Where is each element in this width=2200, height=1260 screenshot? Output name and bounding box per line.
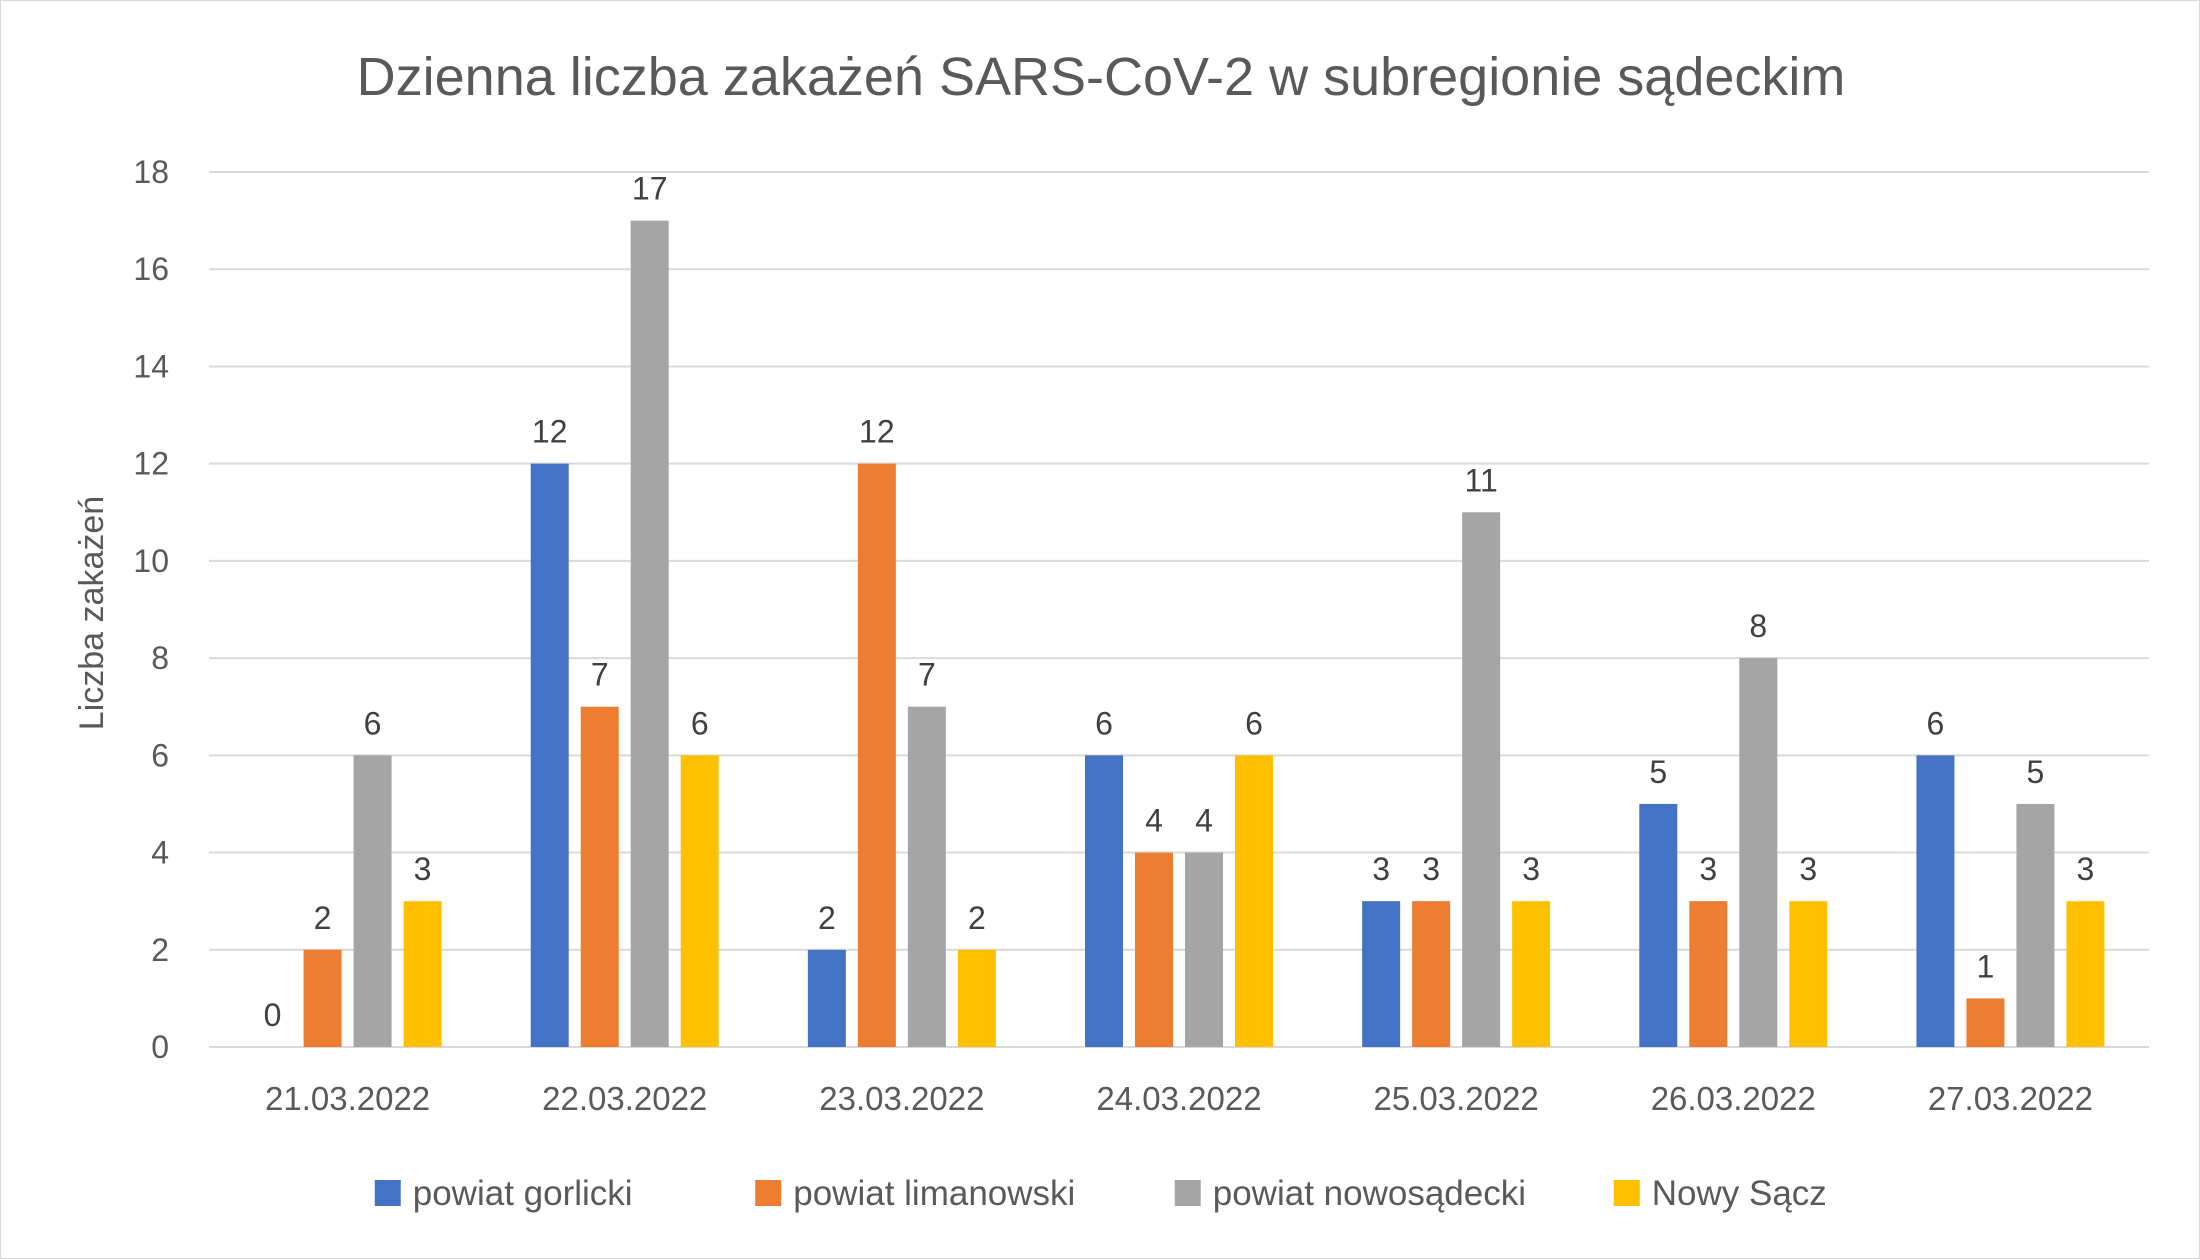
- legend-swatch: [1174, 1180, 1201, 1206]
- bar: [907, 706, 946, 1047]
- bar: [1916, 755, 1955, 1047]
- x-tick-label: 24.03.2022: [1096, 1080, 1261, 1117]
- legend-label: powiat nowosądecki: [1213, 1174, 1526, 1213]
- y-tick-label: 8: [151, 640, 169, 676]
- bar: [1135, 852, 1173, 1047]
- bar: [303, 949, 342, 1047]
- y-tick-label: 2: [151, 932, 169, 968]
- chart-title: Dzienna liczba zakażeń SARS-CoV-2 w subr…: [357, 47, 1846, 107]
- bar: [630, 220, 669, 1048]
- bar: [807, 949, 846, 1047]
- gridlines: [209, 171, 2149, 1048]
- bar: [1235, 755, 1273, 1047]
- bar: [1362, 901, 1401, 1047]
- y-tick-label: 10: [133, 543, 169, 579]
- legend-label: powiat gorlicki: [413, 1174, 633, 1213]
- bar: [1185, 852, 1223, 1047]
- bar: [1639, 803, 1678, 1047]
- x-axis-categories: 21.03.2022 22.03.2022 23.03.2022 24.03.2022…: [265, 1080, 2093, 1117]
- y-tick-label: 0: [151, 1029, 169, 1065]
- data-label: 3: [1699, 851, 1717, 887]
- bar: [1739, 658, 1778, 1047]
- data-label: 3: [1522, 851, 1540, 887]
- data-label: 2: [818, 900, 836, 936]
- bar: [1789, 901, 1828, 1047]
- bar: [857, 463, 896, 1048]
- bar: [1689, 901, 1728, 1047]
- data-label: 3: [1799, 851, 1817, 887]
- bar: [580, 706, 619, 1047]
- y-tick-label: 4: [151, 835, 169, 871]
- y-tick-label: 6: [151, 737, 169, 773]
- bars: [303, 220, 2105, 1048]
- data-label: 3: [1372, 851, 1390, 887]
- bar: [530, 463, 569, 1048]
- legend-label: Nowy Sącz: [1652, 1174, 1827, 1213]
- data-label: 3: [414, 851, 432, 887]
- x-tick-label: 21.03.2022: [265, 1080, 430, 1117]
- data-label: 17: [632, 171, 668, 207]
- data-label: 11: [1465, 462, 1498, 498]
- data-label: 5: [2027, 754, 2045, 790]
- data-label: 7: [591, 657, 609, 693]
- data-label: 3: [2077, 851, 2095, 887]
- y-tick-label: 16: [133, 251, 169, 287]
- bar: [957, 949, 996, 1047]
- data-label: 6: [364, 705, 382, 741]
- legend-label: powiat limanowski: [793, 1174, 1075, 1213]
- y-axis-title: Liczba zakażeń: [73, 496, 111, 730]
- data-label: 6: [1927, 705, 1945, 741]
- x-tick-label: 22.03.2022: [542, 1080, 707, 1117]
- y-axis-ticks: 0 2 4 6 8 10 12 14 16 18: [133, 154, 169, 1065]
- data-label: 12: [532, 414, 568, 450]
- data-label: 1: [1977, 948, 1995, 984]
- x-tick-label: 25.03.2022: [1374, 1080, 1539, 1117]
- bar: [2016, 803, 2055, 1047]
- data-label: 3: [1422, 851, 1440, 887]
- legend: powiat gorlicki powiat limanowski powiat n…: [374, 1174, 1827, 1213]
- legend-swatch: [755, 1180, 782, 1206]
- data-label: 7: [918, 657, 936, 693]
- bar: [1462, 512, 1501, 1047]
- data-label: 4: [1195, 803, 1213, 839]
- bar: [1966, 998, 2005, 1047]
- x-tick-label: 26.03.2022: [1651, 1080, 1816, 1117]
- bar: [1512, 901, 1551, 1047]
- data-label: 2: [968, 900, 986, 936]
- bar: [1412, 901, 1451, 1047]
- data-label: 8: [1749, 608, 1767, 644]
- x-tick-label: 27.03.2022: [1928, 1080, 2093, 1117]
- y-tick-label: 14: [133, 348, 169, 384]
- legend-swatch: [374, 1180, 401, 1206]
- data-label: 6: [1095, 705, 1113, 741]
- bar: [403, 901, 442, 1047]
- data-label: 6: [691, 705, 709, 741]
- bar: [2066, 901, 2105, 1047]
- x-tick-label: 23.03.2022: [819, 1080, 984, 1117]
- data-label: 12: [859, 414, 895, 450]
- legend-swatch: [1613, 1180, 1640, 1206]
- data-label: 4: [1145, 803, 1163, 839]
- bar: [1085, 755, 1123, 1047]
- data-label: 5: [1649, 754, 1667, 790]
- y-tick-label: 18: [133, 154, 169, 190]
- bar: [680, 755, 719, 1047]
- bar: [353, 755, 392, 1047]
- data-label: 2: [314, 900, 332, 936]
- data-label: 0: [264, 997, 282, 1033]
- data-label: 6: [1245, 705, 1263, 741]
- y-tick-label: 12: [133, 446, 169, 482]
